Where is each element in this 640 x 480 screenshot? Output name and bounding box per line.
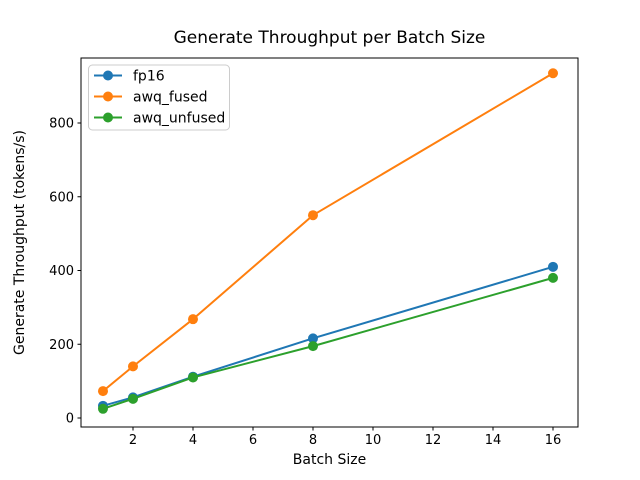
y-tick-label: 200	[49, 338, 74, 353]
data-point	[127, 361, 138, 372]
legend-label: awq_fused	[133, 90, 208, 106]
data-point	[97, 386, 108, 397]
plot-area-spines	[80, 57, 579, 428]
x-tick-label: 10	[365, 433, 382, 448]
data-point	[97, 403, 108, 414]
series-awq_unfused	[97, 272, 559, 414]
legend-item: awq_fused	[94, 90, 208, 106]
x-tick-label: 16	[545, 433, 562, 448]
data-point	[548, 272, 559, 283]
x-tick-label: 12	[425, 433, 442, 448]
y-tick-label: 400	[49, 264, 74, 279]
series-line-awq_unfused	[101, 276, 555, 410]
legend-box	[88, 64, 230, 131]
series-fp16	[97, 261, 559, 411]
legend-item: awq_unfused	[94, 111, 225, 127]
x-tick-label: 14	[485, 433, 502, 448]
data-point	[548, 261, 559, 272]
y-axis-ticks: 0 200 400 600 800	[49, 117, 81, 427]
data-point	[548, 68, 559, 79]
x-tick-label: 4	[189, 433, 197, 448]
data-point	[307, 333, 318, 344]
y-tick-label: 0	[66, 412, 74, 427]
legend-item: fp16	[94, 69, 165, 85]
legend-marker	[103, 70, 113, 81]
x-tick-label: 2	[129, 433, 137, 448]
data-point	[187, 372, 198, 383]
chart-title: Generate Throughput per Batch Size	[174, 28, 486, 48]
x-tick-label: 6	[249, 433, 257, 448]
y-tick-label: 800	[49, 117, 74, 132]
x-axis-label: Batch Size	[293, 452, 366, 468]
x-axis-ticks: 2 4 6 8 10 12 14 16	[129, 427, 561, 448]
series-awq_fused	[97, 68, 559, 397]
series-lines	[97, 68, 559, 414]
legend-marker	[103, 91, 113, 102]
x-tick-label: 8	[309, 433, 317, 448]
legend-label: awq_unfused	[133, 111, 225, 127]
y-tick-label: 600	[49, 190, 74, 205]
y-axis-label: Generate Throughput (tokens/s)	[12, 130, 28, 355]
data-point	[127, 393, 138, 404]
legend: fp16 awq_fused awq_unfused	[88, 64, 230, 131]
data-point	[187, 314, 198, 325]
legend-marker	[103, 112, 113, 123]
data-point	[307, 341, 318, 352]
data-point	[307, 210, 318, 221]
legend-label: fp16	[133, 69, 165, 85]
